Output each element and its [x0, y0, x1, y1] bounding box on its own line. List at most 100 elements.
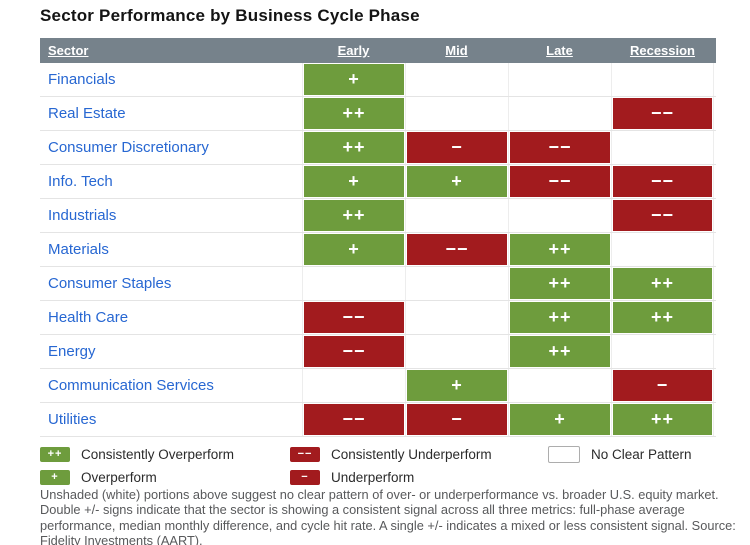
cycle-table-body: Financials + Real Estate ++ −− Consumer Discr…	[40, 63, 716, 437]
cell-slot: +	[302, 165, 405, 198]
cell-slot: −	[405, 131, 508, 164]
empty-cell	[510, 98, 610, 129]
sector-label[interactable]: Energy	[48, 343, 96, 360]
cell-slot: +	[405, 369, 508, 402]
cell-slot: +	[302, 63, 405, 96]
table-row: Energy −− ++	[40, 335, 716, 369]
empty-cell	[407, 336, 507, 367]
cell-slot: ++	[508, 301, 611, 334]
cell-slot	[508, 199, 611, 232]
table-row: Info. Tech + + −− −−	[40, 165, 716, 199]
empty-cell	[510, 370, 610, 401]
sector-label[interactable]: Health Care	[48, 309, 129, 326]
cell-slot	[508, 97, 611, 130]
legend-item-no-clear-pattern: No Clear Pattern	[548, 446, 730, 463]
signal-cell: ++	[613, 404, 712, 435]
sector-label[interactable]: Utilities	[48, 411, 97, 428]
cell-slot: −	[611, 369, 714, 402]
signal-cell: −−	[304, 404, 404, 435]
cell-slot: ++	[611, 403, 714, 436]
cell-slot: −−	[611, 165, 714, 198]
empty-cell	[613, 64, 712, 95]
cell-slot	[405, 267, 508, 300]
legend-label: Consistently Overperform	[81, 447, 235, 462]
table-row: Materials + −− ++	[40, 233, 716, 267]
cell-slot: −−	[508, 131, 611, 164]
signal-cell: −	[613, 370, 712, 401]
empty-cell	[613, 234, 712, 265]
column-header-recession[interactable]: Recession	[629, 43, 696, 58]
empty-cell	[407, 98, 507, 129]
empty-cell	[407, 302, 507, 333]
signal-cell: −	[407, 132, 507, 163]
column-header-sector[interactable]: Sector	[48, 43, 89, 58]
sector-label[interactable]: Consumer Discretionary	[48, 139, 209, 156]
cell-slot	[302, 369, 405, 402]
sector-label[interactable]: Industrials	[48, 207, 117, 224]
signal-cell: ++	[510, 336, 610, 367]
signal-cell: +	[407, 166, 507, 197]
column-header-late[interactable]: Late	[546, 43, 573, 58]
sector-label[interactable]: Info. Tech	[48, 173, 113, 190]
cell-slot	[611, 63, 714, 96]
empty-cell	[407, 200, 507, 231]
legend-item-consistently-underperform: −− Consistently Underperform	[290, 446, 548, 463]
legend-item-underperform: − Underperform	[290, 470, 548, 485]
legend-label: Overperform	[81, 470, 157, 485]
signal-cell: +	[304, 234, 404, 265]
signal-cell: ++	[510, 234, 610, 265]
minus-chip-icon: −	[290, 470, 320, 485]
sector-label[interactable]: Materials	[48, 241, 109, 258]
signal-cell: −−	[510, 132, 610, 163]
sector-label[interactable]: Communication Services	[48, 377, 214, 394]
cell-slot	[508, 63, 611, 96]
legend-item-consistently-overperform: ++ Consistently Overperform	[40, 446, 290, 463]
cell-slot	[302, 267, 405, 300]
cell-slot	[611, 131, 714, 164]
cell-slot: −−	[611, 97, 714, 130]
sector-label[interactable]: Consumer Staples	[48, 275, 172, 292]
cell-slot: ++	[508, 335, 611, 368]
signal-cell: ++	[304, 132, 404, 163]
cell-slot	[405, 199, 508, 232]
table-row: Consumer Staples ++ ++	[40, 267, 716, 301]
empty-cell	[407, 268, 507, 299]
table-row: Utilities −− − + ++	[40, 403, 716, 437]
cell-slot: ++	[302, 131, 405, 164]
table-header-row: Sector Early Mid Late Recession	[40, 38, 716, 63]
plus-chip-icon: +	[40, 470, 70, 485]
empty-cell	[304, 370, 404, 401]
sector-label[interactable]: Real Estate	[48, 105, 126, 122]
cell-slot: −	[405, 403, 508, 436]
column-header-mid[interactable]: Mid	[445, 43, 468, 58]
signal-cell: −−	[304, 302, 404, 333]
signal-cell: −−	[613, 200, 712, 231]
signal-cell: −−	[407, 234, 507, 265]
legend-label: Consistently Underperform	[331, 447, 492, 462]
signal-cell: ++	[510, 302, 610, 333]
cell-slot	[508, 369, 611, 402]
table-row: Financials +	[40, 63, 716, 97]
table-row: Real Estate ++ −−	[40, 97, 716, 131]
table-row: Industrials ++ −−	[40, 199, 716, 233]
cell-slot: ++	[611, 301, 714, 334]
legend-item-overperform: + Overperform	[40, 470, 290, 485]
cell-slot: −−	[405, 233, 508, 266]
sector-label[interactable]: Financials	[48, 71, 116, 88]
legend: ++ Consistently Overperform −− Consisten…	[40, 446, 730, 485]
signal-cell: ++	[510, 268, 610, 299]
empty-cell	[613, 336, 712, 367]
cell-slot	[405, 301, 508, 334]
column-header-early[interactable]: Early	[337, 43, 370, 58]
cell-slot	[405, 97, 508, 130]
empty-cell	[510, 200, 610, 231]
signal-cell: +	[304, 64, 404, 95]
page-title: Sector Performance by Business Cycle Pha…	[40, 6, 420, 25]
cell-slot: +	[302, 233, 405, 266]
signal-cell: −−	[304, 336, 404, 367]
cell-slot: −−	[302, 403, 405, 436]
cell-slot: −−	[302, 301, 405, 334]
cell-slot: ++	[508, 267, 611, 300]
cell-slot	[405, 63, 508, 96]
